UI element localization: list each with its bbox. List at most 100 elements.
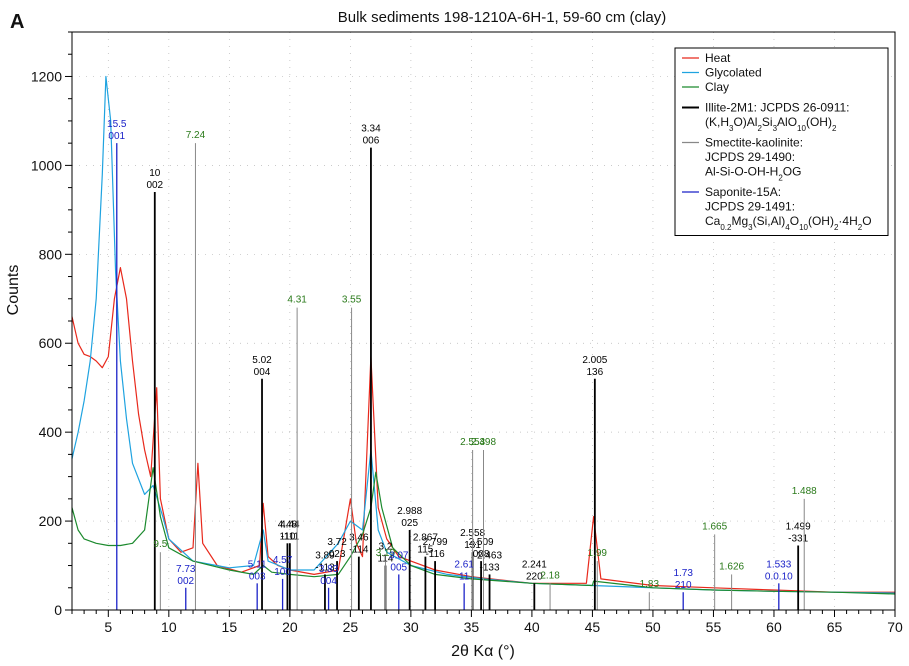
- x-tick-label: 25: [343, 619, 359, 635]
- y-tick-label: 200: [39, 513, 63, 529]
- peak-d-label: 7.73: [176, 564, 196, 575]
- peak-hkl-label: -111: [281, 531, 300, 542]
- peak-hkl-label: -331: [788, 534, 808, 545]
- legend-label: Al-Si-O-OH-H2OG: [705, 165, 801, 183]
- peak-d-label: 2.799: [423, 537, 448, 548]
- peak-hkl-label: 210: [675, 580, 692, 591]
- peak-d-label: 2.61: [454, 559, 474, 570]
- peak-hkl-label: 003: [249, 571, 266, 582]
- peak-hkl-label: 023: [329, 549, 346, 560]
- peak-hkl-label: -133: [480, 562, 500, 573]
- peak-d-label: 2.988: [397, 506, 422, 517]
- peak-hkl-label: 008: [473, 549, 490, 560]
- x-tick-label: 35: [464, 619, 480, 635]
- peak-d-label: 1.99: [588, 548, 608, 559]
- peak-d-label: 3.34: [361, 124, 381, 135]
- peak-d-label: 4.31: [287, 295, 307, 306]
- peak-d-label: 1.83: [640, 579, 660, 590]
- legend-label: Heat: [705, 51, 731, 65]
- peak-d-label: 15.5: [107, 119, 127, 130]
- x-tick-label: 5: [104, 619, 112, 635]
- peak-d-label: 3.55: [342, 295, 362, 306]
- peak-d-label: 4.48: [278, 519, 298, 530]
- series-lines: [71, 75, 896, 595]
- panel-label: A: [10, 11, 24, 33]
- legend-label: Clay: [705, 80, 729, 94]
- peak-d-label: 7.24: [186, 130, 206, 141]
- peak-hkl-label: -116: [425, 549, 445, 560]
- x-tick-label: 40: [524, 619, 540, 635]
- peak-d-label: 2.005: [582, 355, 607, 366]
- peak-hkl-label: 110: [279, 531, 295, 542]
- peak-d-label: 2.241: [522, 559, 547, 570]
- legend-label: (K,H3O)Al2Si3AlO10(OH)2: [705, 115, 837, 133]
- peak-d-label: 1.73: [673, 568, 693, 579]
- reference-peaks: 100025.020044.481104.44-1113.89-1133.720…: [107, 119, 817, 610]
- peak-d-label: 2.18: [540, 570, 560, 581]
- peak-d-label: 3.72: [327, 537, 347, 548]
- peak-hkl-label: -114: [349, 545, 369, 556]
- legend-label: Ca0.2Mg3(Si,Al)4O10(OH)2·4H2O: [705, 214, 872, 232]
- peak-d-label: 5.02: [252, 355, 272, 366]
- x-tick-label: 15: [222, 619, 238, 635]
- peak-hkl-label: 004: [320, 576, 337, 587]
- peak-hkl-label: 002: [146, 180, 163, 191]
- y-axis-title: Counts: [5, 265, 22, 316]
- peak-hkl-label: 025: [401, 518, 418, 529]
- peak-d-label: 1.533: [766, 559, 791, 570]
- peak-hkl-label: 002: [177, 576, 194, 587]
- x-axis-title: 2θ Kα (°): [451, 643, 515, 660]
- peak-hkl-label: 220: [526, 571, 543, 582]
- peak-hkl-label: 136: [587, 367, 604, 378]
- peak-d-label: 3.89: [315, 550, 335, 561]
- peak-d-label: 1.488: [792, 486, 817, 497]
- peak-d-label: 3.19: [376, 548, 396, 559]
- legend-label: Saponite-15A:: [705, 185, 781, 199]
- peak-d-label: 2.463: [477, 550, 502, 561]
- peak-hkl-label: 0.0.10: [765, 571, 793, 582]
- x-tick-label: 30: [403, 619, 419, 635]
- peak-hkl-label: 005: [390, 562, 407, 573]
- peak-hkl-label: -113: [315, 562, 335, 573]
- x-tick-label: 55: [706, 619, 722, 635]
- x-tick-label: 70: [887, 619, 903, 635]
- y-tick-label: 800: [39, 246, 63, 262]
- x-tick-label: 65: [827, 619, 843, 635]
- x-tick-label: 10: [161, 619, 177, 635]
- legend-label: Illite-2M1: JCPDS 26-0911:: [705, 101, 850, 115]
- y-tick-label: 1000: [31, 157, 62, 173]
- peak-d-label: 2.498: [471, 437, 496, 448]
- chart-title: Bulk sediments 198-1210A-6H-1, 59-60 cm …: [338, 9, 666, 26]
- legend-label: JCPDS 29-1490:: [705, 150, 795, 164]
- peak-hkl-label: 114: [377, 554, 393, 565]
- legend-label: Glycolated: [705, 66, 762, 80]
- x-tick-label: 20: [282, 619, 298, 635]
- peak-d-label: 10: [149, 168, 161, 179]
- y-tick-label: 1200: [31, 68, 62, 84]
- peak-d-label: 2.509: [469, 537, 494, 548]
- y-tick-label: 600: [39, 335, 63, 351]
- peak-d-label: 4.44: [280, 519, 300, 530]
- y-tick-label: 400: [39, 424, 63, 440]
- peak-d-label: 1.499: [786, 522, 811, 533]
- peak-d-label: 5.11: [248, 559, 267, 570]
- peak-hkl-label: 11: [459, 571, 470, 582]
- peak-d-label: 1.626: [719, 561, 744, 572]
- y-tick-label: 0: [54, 602, 62, 618]
- x-tick-label: 50: [645, 619, 661, 635]
- peak-d-label: 2.553: [460, 437, 485, 448]
- peak-d-label: 4.57: [273, 555, 293, 566]
- peak-d-label: 3.46: [349, 533, 369, 544]
- legend-label: Smectite-kaolinite:: [705, 136, 803, 150]
- peak-d-label: 9.5: [153, 539, 167, 550]
- series-line-clay: [71, 467, 896, 595]
- peak-hkl-label: 115: [417, 545, 433, 556]
- legend-box: [674, 47, 889, 236]
- peak-hkl-label: 001: [108, 131, 125, 142]
- peak-hkl-label: 006: [363, 136, 380, 147]
- peak-d-label: 2.867: [413, 533, 438, 544]
- peak-hkl-label: 100: [274, 567, 291, 578]
- x-tick-label: 45: [585, 619, 601, 635]
